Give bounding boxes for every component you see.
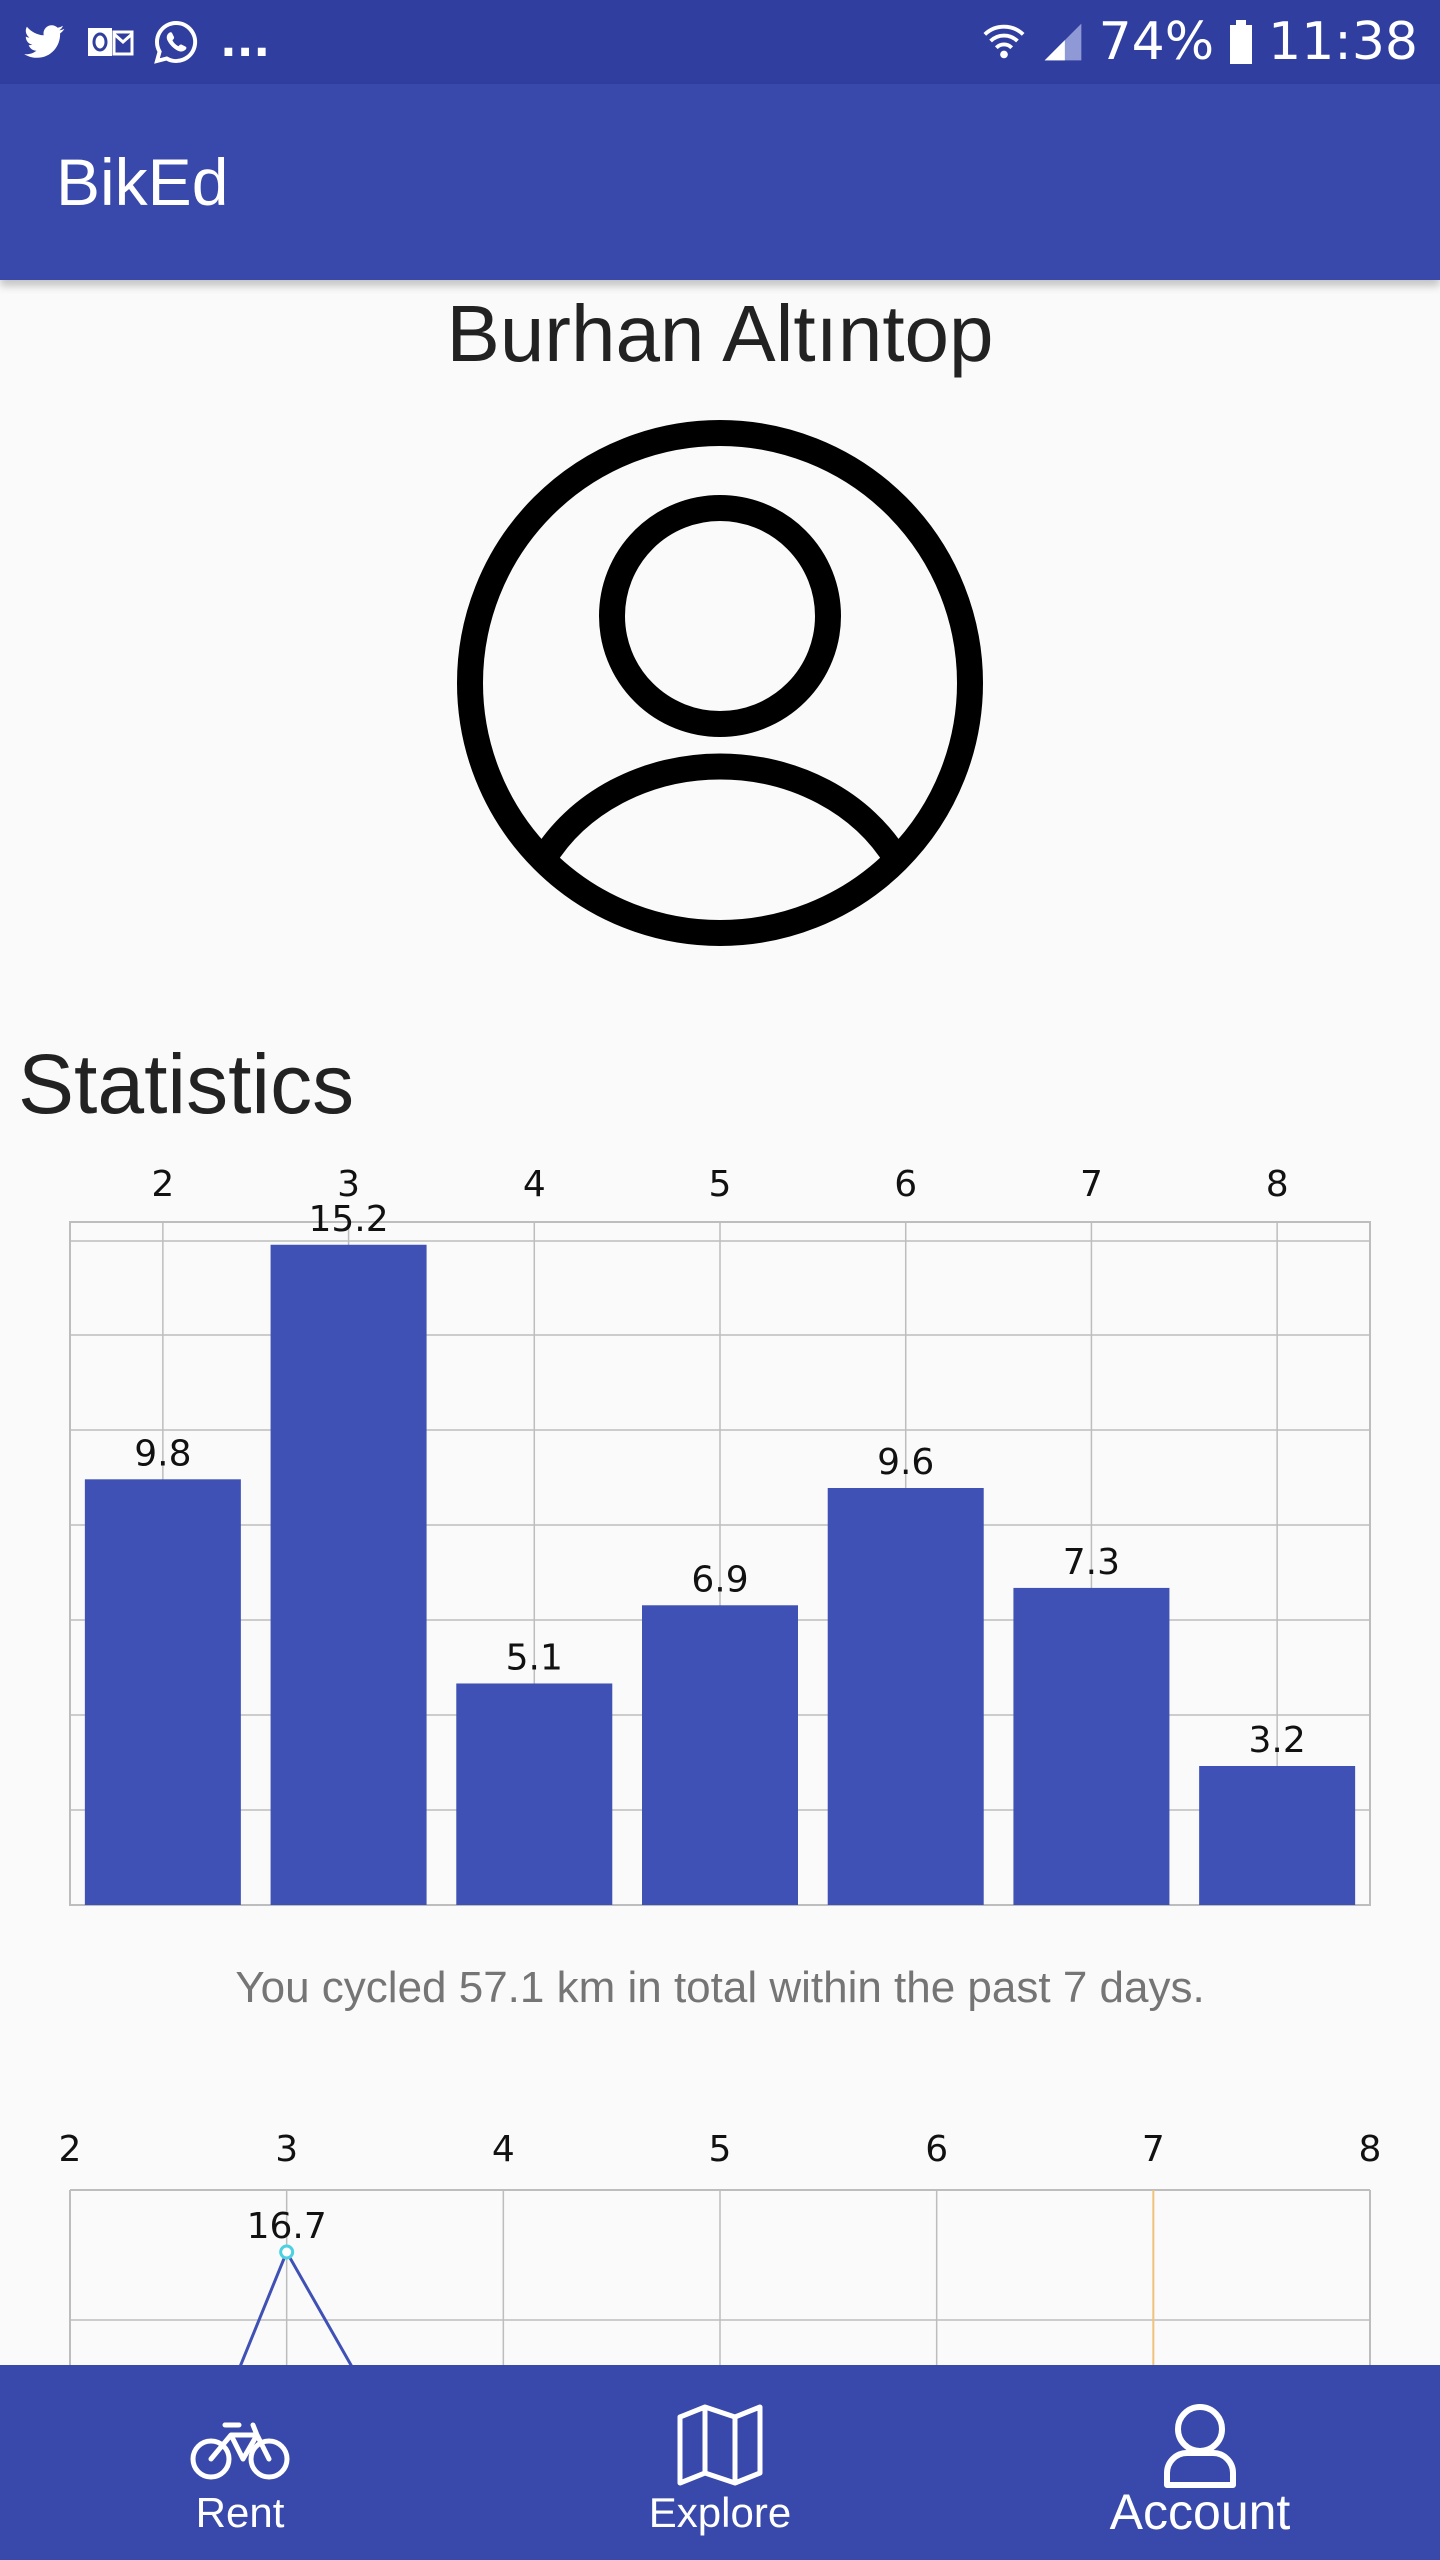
x-tick-label: 6 [894,1164,917,1205]
more-notifications-indicator: ... [220,16,271,67]
x-tick-label: 5 [709,2129,732,2170]
x-tick-label: 8 [1359,2129,1382,2170]
outlook-icon [88,28,134,56]
x-tick-label: 4 [492,2129,515,2170]
nav-label-explore: Explore [648,2489,792,2536]
x-tick-label: 3 [337,1164,360,1205]
distance-bar-chart: 2 3 4 5 6 7 8 9.8 15.2 5.1 6.9 9.6 7.3 3.2 [69,1164,1371,1906]
line-chart: 2 3 4 5 6 7 8 16.7 [59,2129,1382,2376]
notification-icons: ... [20,14,270,70]
system-status: 74% 11:38 [981,8,1418,76]
x-tick-label: 8 [1266,1164,1289,1205]
whatsapp-icon [154,20,198,64]
x-tick-label: 2 [151,1164,174,1205]
clock: 11:38 [1268,12,1418,72]
x-tick-label: 2 [59,2129,82,2170]
bar [1199,1766,1356,1905]
x-tick-label: 7 [1142,2129,1165,2170]
nav-label-rent: Rent [195,2489,285,2536]
app-title: BikEd [56,145,229,219]
bar [827,1488,984,1905]
bar [456,1683,613,1905]
nav-label-account: Account [1109,2484,1291,2540]
app-bar: BikEd [0,84,1440,280]
account-icon [1164,2404,1236,2488]
map-icon [677,2404,763,2486]
data-label: 6.9 [691,1559,748,1600]
status-bar: ... 74% 11:38 [0,0,1440,84]
cell-signal-icon [1044,23,1081,61]
bar [642,1605,798,1905]
data-point [279,2244,295,2260]
data-label: 3.2 [1249,1720,1306,1761]
avatar-icon [457,420,983,946]
x-tick-label: 6 [925,2129,948,2170]
nav-rent[interactable]: Rent [0,2365,480,2560]
bottom-navigation: Rent Explore Account [0,2365,1440,2560]
data-label: 15.2 [308,1199,388,1240]
data-label: 16.7 [247,2206,327,2247]
x-tick-label: 4 [523,1164,546,1205]
statistics-heading: Statistics [18,1037,355,1131]
x-tick-label: 7 [1080,1164,1103,1205]
user-name: Burhan Altıntop [446,289,994,378]
nav-account[interactable]: Account [960,2365,1440,2560]
bar [84,1479,241,1905]
bar [270,1244,427,1905]
battery-icon [1230,20,1253,64]
x-tick-label: 5 [709,1164,732,1205]
twitter-icon [24,25,65,58]
data-label: 9.8 [134,1433,191,1474]
data-label: 7.3 [1063,1542,1120,1583]
wifi-icon [983,24,1025,59]
distance-summary: You cycled 57.1 km in total within the p… [235,1963,1205,2012]
bicycle-icon [190,2422,290,2480]
bar [1013,1587,1170,1905]
data-label: 5.1 [506,1637,563,1678]
x-tick-label: 3 [275,2129,298,2170]
data-label: 9.6 [877,1442,934,1483]
nav-explore[interactable]: Explore [480,2365,960,2560]
series-line [235,2248,358,2376]
battery-percent: 74% [1098,12,1215,72]
